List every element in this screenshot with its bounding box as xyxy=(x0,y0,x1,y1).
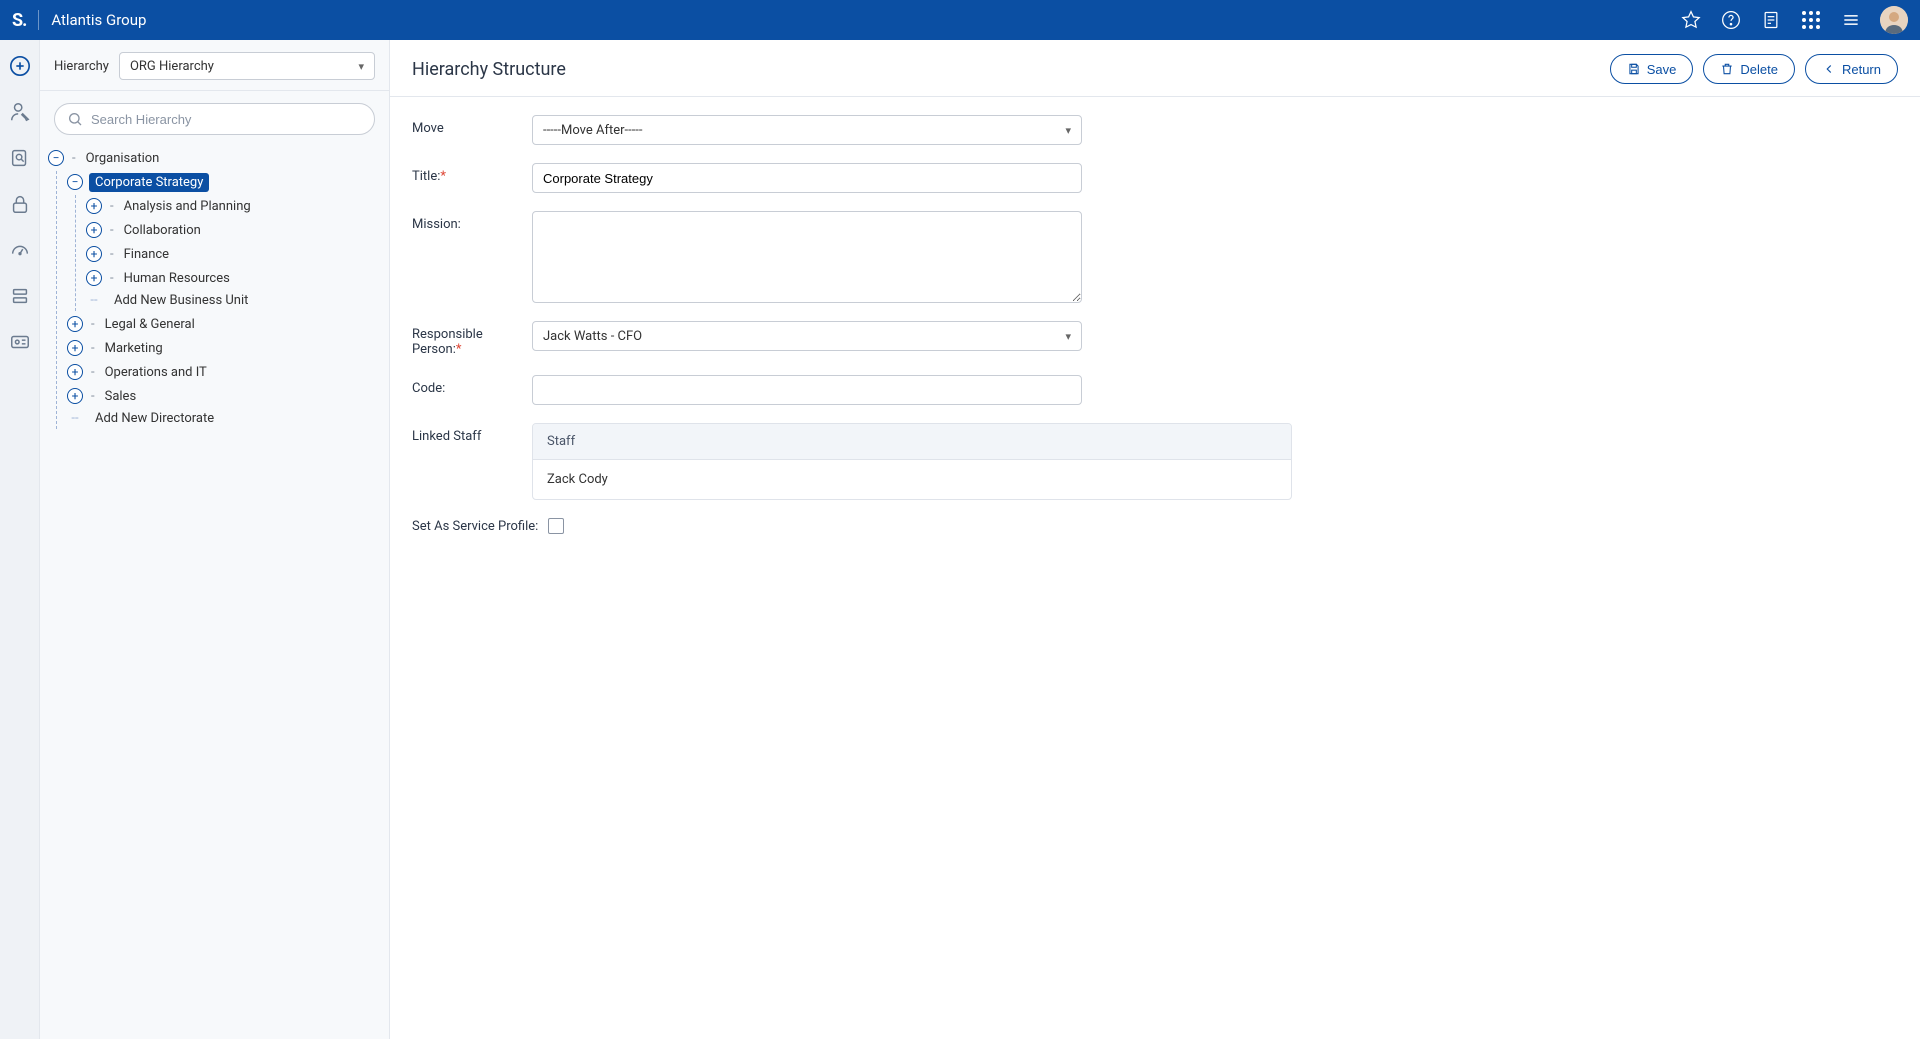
chevron-left-icon xyxy=(1822,62,1836,76)
form-area: Move -----Move After----- Title:* Missio… xyxy=(390,97,1920,552)
page-title: Hierarchy Structure xyxy=(412,59,566,80)
mission-textarea[interactable] xyxy=(532,211,1082,303)
main-panel: Hierarchy Structure Save Delete Return M… xyxy=(390,40,1920,1039)
tree-label: Add New Business Unit xyxy=(108,291,254,310)
document-icon[interactable] xyxy=(1760,9,1782,31)
tree-label: Corporate Strategy xyxy=(89,173,209,192)
responsible-label: Responsible Person:* xyxy=(412,321,532,357)
tree-node-operations-it[interactable]: +- Operations and IT xyxy=(67,361,379,383)
tree-label: Analysis and Planning xyxy=(118,197,257,216)
tree-node-marketing[interactable]: +- Marketing xyxy=(67,337,379,359)
top-header: S. Atlantis Group xyxy=(0,0,1920,40)
mission-label: Mission: xyxy=(412,211,532,232)
service-profile-checkbox[interactable] xyxy=(548,518,564,534)
tree-node-hr[interactable]: +- Human Resources xyxy=(86,267,379,289)
logo-separator xyxy=(38,10,39,30)
expand-icon[interactable]: + xyxy=(67,364,83,380)
tree-label: Collaboration xyxy=(118,221,207,240)
tree-node-sales[interactable]: +- Sales xyxy=(67,385,379,407)
search-hierarchy-input[interactable] xyxy=(91,112,362,127)
search-icon xyxy=(67,111,83,127)
search-doc-icon[interactable] xyxy=(8,146,32,170)
stack-icon[interactable] xyxy=(8,284,32,308)
title-input[interactable] xyxy=(532,163,1082,193)
person-edit-icon[interactable] xyxy=(8,100,32,124)
left-rail xyxy=(0,40,40,1039)
action-buttons: Save Delete Return xyxy=(1610,54,1898,84)
tree-label: Finance xyxy=(118,245,175,264)
service-profile-label: Set As Service Profile: xyxy=(412,519,538,534)
responsible-select[interactable]: Jack Watts - CFO xyxy=(532,321,1082,351)
gauge-icon[interactable] xyxy=(8,238,32,262)
menu-icon[interactable] xyxy=(1840,9,1862,31)
id-card-icon[interactable] xyxy=(8,330,32,354)
linked-staff-label: Linked Staff xyxy=(412,423,532,444)
tree-node-legal-general[interactable]: +- Legal & General xyxy=(67,313,379,335)
save-button[interactable]: Save xyxy=(1610,54,1694,84)
collapse-icon[interactable]: − xyxy=(48,150,64,166)
apps-grid-icon[interactable] xyxy=(1800,9,1822,31)
hierarchy-select-value: ORG Hierarchy xyxy=(130,59,214,74)
add-business-unit[interactable]: -- Add New Business Unit xyxy=(86,289,379,311)
top-icons xyxy=(1680,6,1908,34)
tree-node-collaboration[interactable]: +- Collaboration xyxy=(86,219,379,241)
expand-icon[interactable]: + xyxy=(86,270,102,286)
hierarchy-tree: − - Organisation − Corporate Strategy +- xyxy=(40,143,389,1039)
linked-staff-table: Staff Zack Cody xyxy=(532,423,1292,500)
tree-label: Marketing xyxy=(99,339,169,358)
return-button[interactable]: Return xyxy=(1805,54,1898,84)
add-directorate[interactable]: -- Add New Directorate xyxy=(67,407,379,429)
sidebar: Hierarchy ORG Hierarchy − - Organisation xyxy=(40,40,390,1039)
staff-row[interactable]: Zack Cody xyxy=(533,460,1291,499)
tree-node-finance[interactable]: +- Finance xyxy=(86,243,379,265)
tree-label: Operations and IT xyxy=(99,363,213,382)
brand-logo[interactable]: S. xyxy=(12,10,26,31)
tree-label: Organisation xyxy=(80,149,166,168)
tree-node-corporate-strategy[interactable]: − Corporate Strategy xyxy=(67,171,379,193)
add-circle-icon[interactable] xyxy=(8,54,32,78)
tree-label: Legal & General xyxy=(99,315,201,334)
org-name: Atlantis Group xyxy=(51,11,146,29)
lock-icon[interactable] xyxy=(8,192,32,216)
star-icon[interactable] xyxy=(1680,9,1702,31)
save-icon xyxy=(1627,62,1641,76)
hierarchy-selector-row: Hierarchy ORG Hierarchy xyxy=(40,40,389,91)
user-avatar[interactable] xyxy=(1880,6,1908,34)
move-label: Move xyxy=(412,115,532,136)
expand-icon[interactable]: + xyxy=(86,222,102,238)
collapse-icon[interactable]: − xyxy=(67,174,83,190)
expand-icon[interactable]: + xyxy=(67,340,83,356)
expand-icon[interactable]: + xyxy=(67,316,83,332)
delete-button[interactable]: Delete xyxy=(1703,54,1795,84)
expand-icon[interactable]: + xyxy=(86,246,102,262)
search-hierarchy-box[interactable] xyxy=(54,103,375,135)
tree-node-organisation[interactable]: − - Organisation xyxy=(48,147,379,169)
code-label: Code: xyxy=(412,375,532,396)
hierarchy-label: Hierarchy xyxy=(54,59,109,74)
staff-column-header: Staff xyxy=(533,424,1291,460)
trash-icon xyxy=(1720,62,1734,76)
tree-node-analysis-planning[interactable]: +- Analysis and Planning xyxy=(86,195,379,217)
tree-label: Add New Directorate xyxy=(89,409,220,428)
move-select[interactable]: -----Move After----- xyxy=(532,115,1082,145)
help-icon[interactable] xyxy=(1720,9,1742,31)
expand-icon[interactable]: + xyxy=(67,388,83,404)
expand-icon[interactable]: + xyxy=(86,198,102,214)
code-input[interactable] xyxy=(532,375,1082,405)
tree-label: Human Resources xyxy=(118,269,236,288)
hierarchy-select[interactable]: ORG Hierarchy xyxy=(119,52,375,80)
title-label: Title:* xyxy=(412,163,532,184)
main-header: Hierarchy Structure Save Delete Return xyxy=(390,40,1920,97)
tree-label: Sales xyxy=(99,387,143,406)
